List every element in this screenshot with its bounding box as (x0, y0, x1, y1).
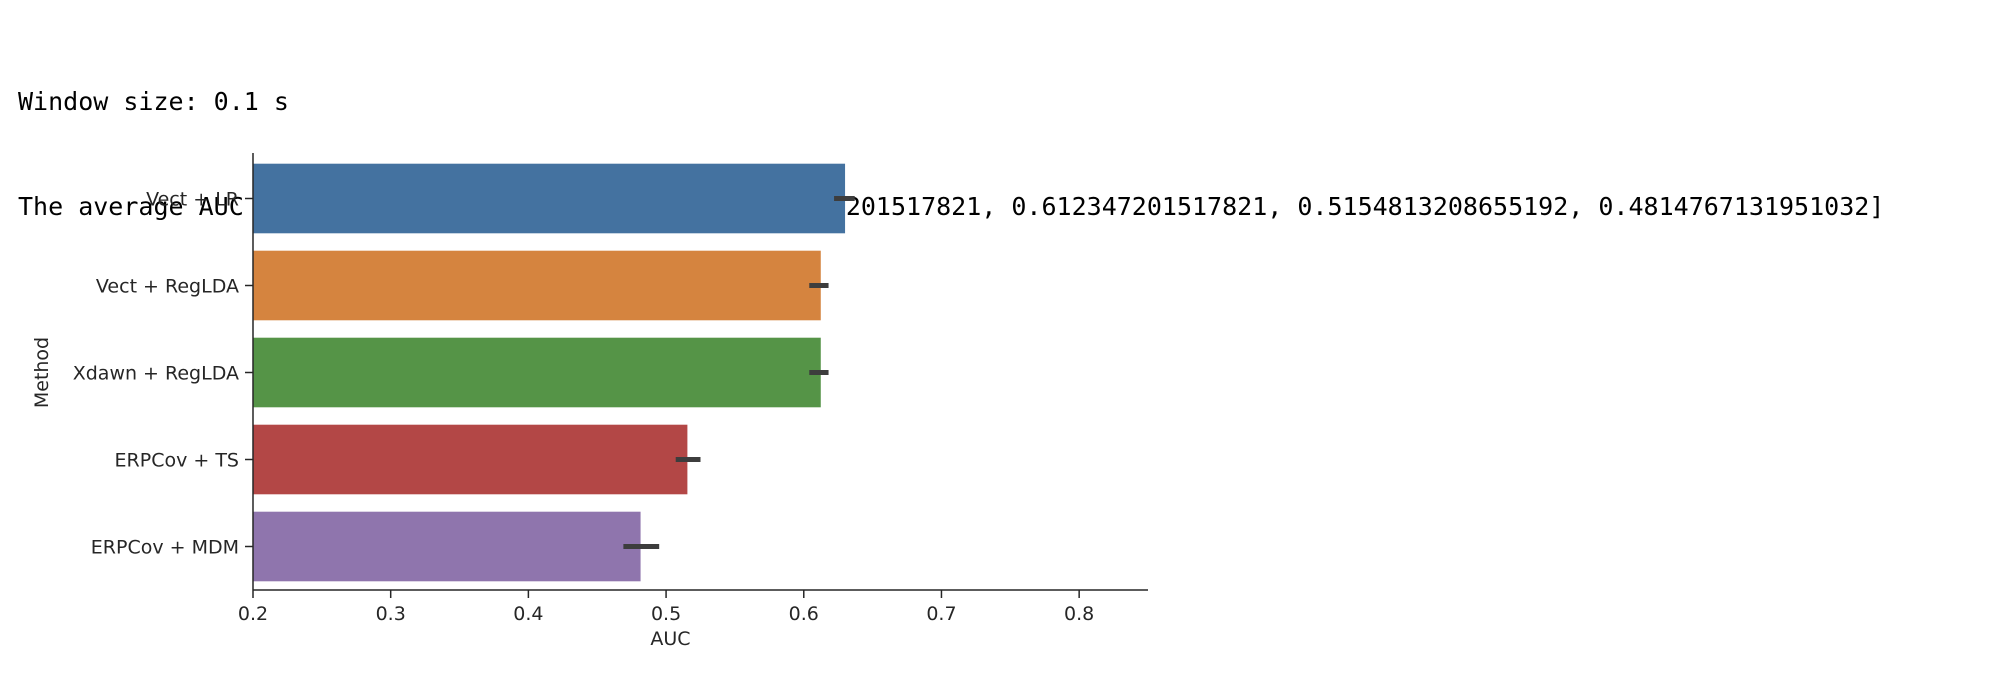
bar (253, 250, 821, 321)
y-axis-label: Method (31, 337, 53, 408)
x-tick-label: 0.8 (1064, 603, 1094, 625)
y-tick-label: ERPCov + TS (115, 450, 239, 472)
x-tick-label: 0.3 (376, 603, 406, 625)
x-tick-label: 0.6 (789, 603, 819, 625)
bars-group (253, 163, 846, 582)
x-tick-label: 0.2 (238, 603, 268, 625)
error-bars-group (623, 196, 855, 549)
y-tick-label: Vect + LR (146, 189, 239, 211)
x-tick-label: 0.4 (513, 603, 543, 625)
x-axis-label: AUC (650, 628, 690, 650)
axes-group: Vect + LR Vect + RegLDA Xdawn + RegLDA ERPC… (73, 153, 1148, 625)
y-tick-label: ERPCov + MDM (91, 537, 239, 559)
x-tick-label: 0.7 (926, 603, 956, 625)
bar (253, 163, 846, 234)
bar (253, 424, 688, 495)
bar (253, 511, 641, 582)
x-tick-label: 0.5 (651, 603, 681, 625)
y-tick-label: Xdawn + RegLDA (73, 363, 239, 385)
y-tick-label: Vect + RegLDA (96, 276, 239, 298)
bar (253, 337, 821, 408)
window-size-line: Window size: 0.1 s (18, 87, 289, 116)
